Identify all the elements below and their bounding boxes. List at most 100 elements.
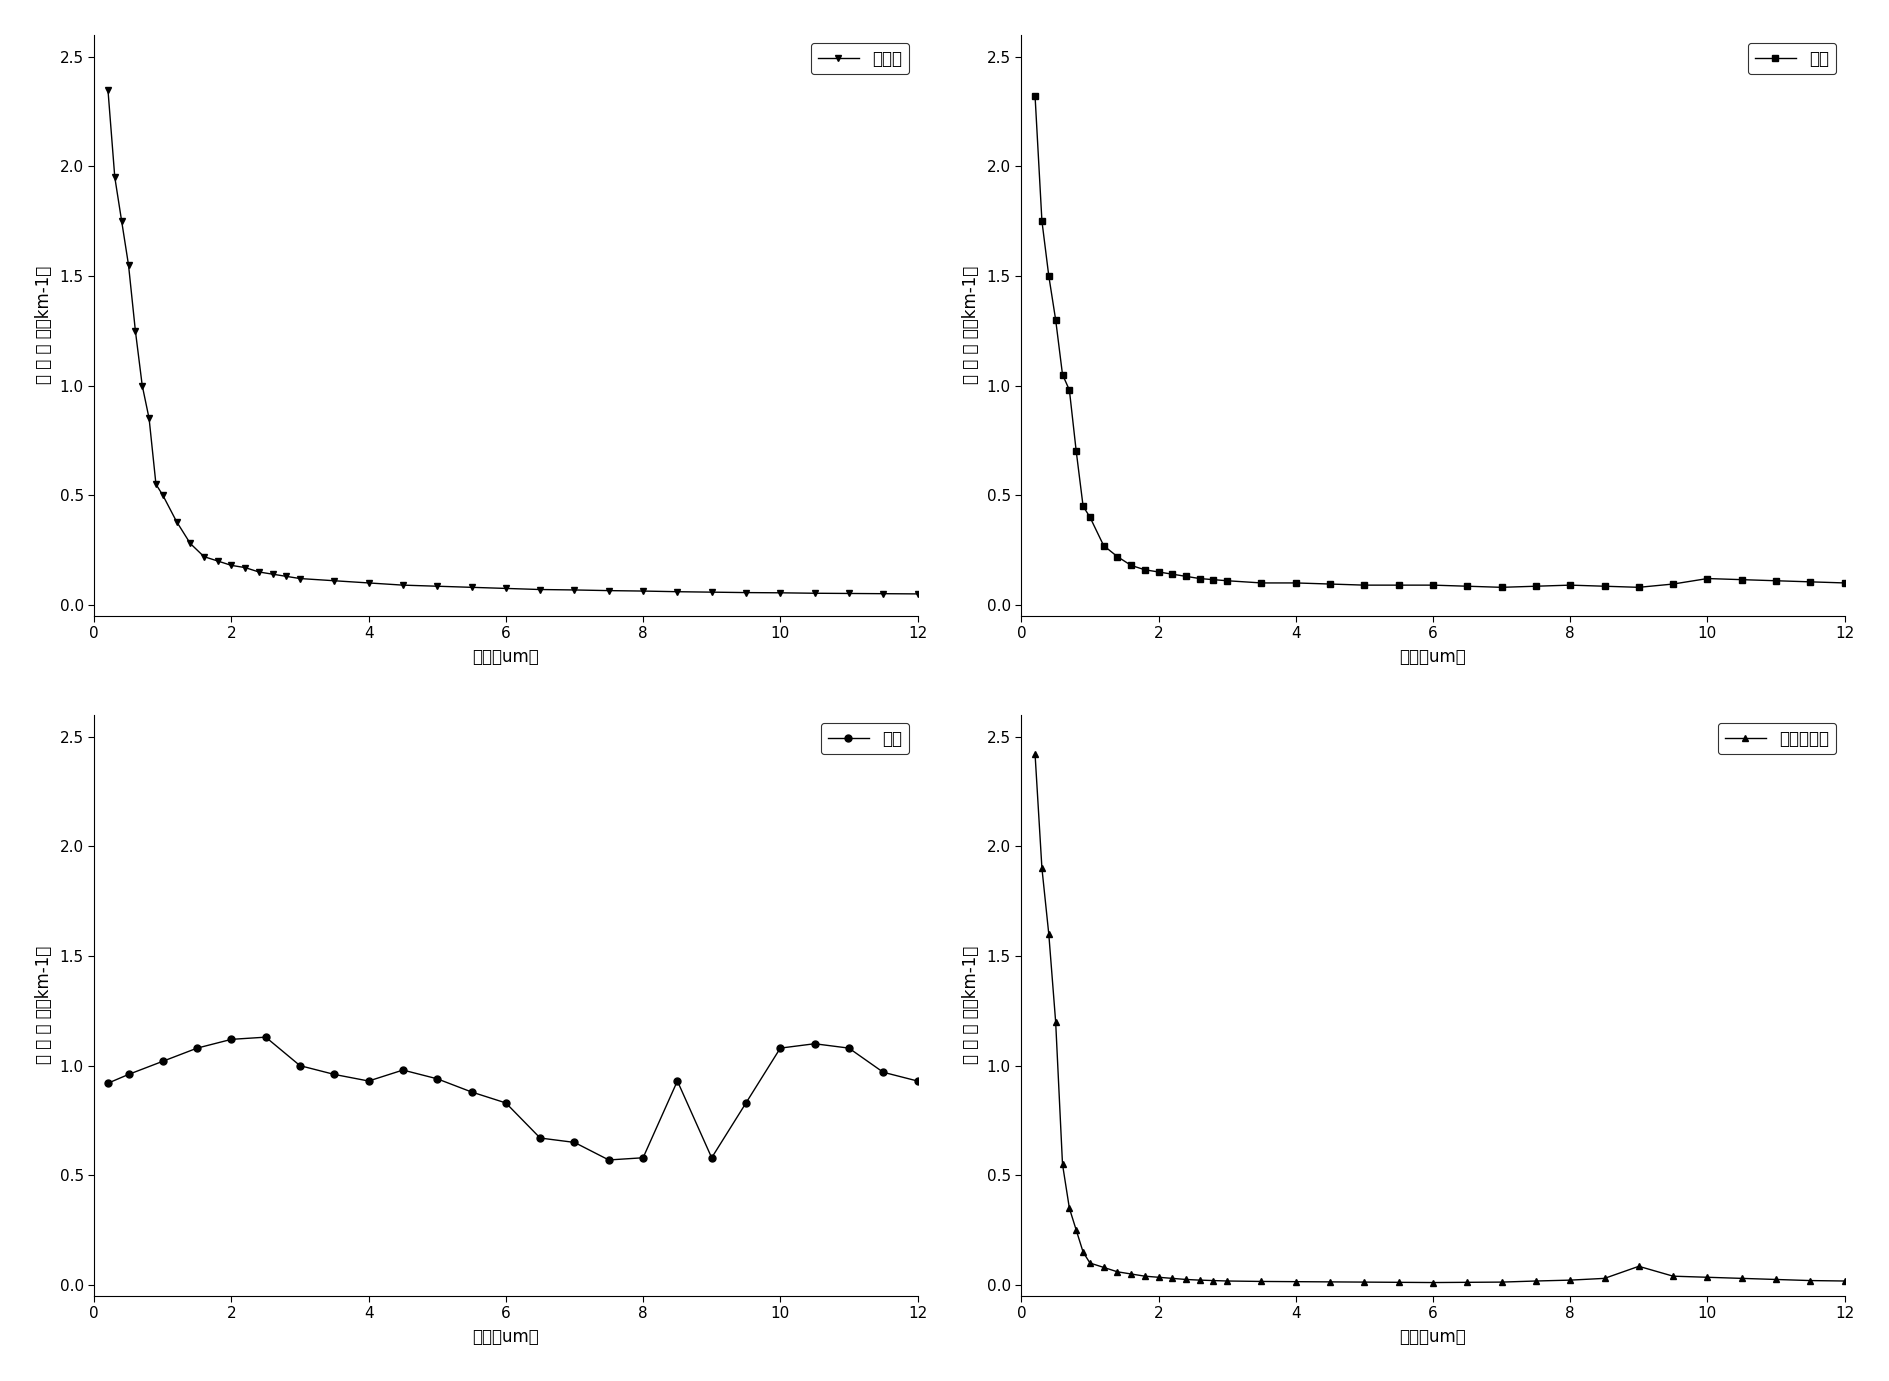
煮烟型 — [151, 487, 174, 504]
煮烟型 — [425, 577, 448, 594]
全部 — [1024, 88, 1047, 105]
水溶性粒子 — [1037, 925, 1060, 942]
煮烟型 — [96, 81, 119, 98]
煮烟型 — [117, 257, 140, 273]
全部 — [1696, 570, 1719, 587]
水溶性粒子 — [1071, 1244, 1094, 1261]
全部 — [1834, 574, 1857, 591]
全部 — [1798, 573, 1821, 590]
全部 — [1319, 576, 1341, 592]
煮烟型 — [104, 168, 127, 185]
煮烟型 — [130, 377, 153, 394]
煮烟型 — [138, 410, 161, 427]
煮烟型 — [597, 583, 620, 599]
全部 — [1558, 577, 1581, 594]
Y-axis label: 消 光 系 数（km-1）: 消 光 系 数（km-1） — [34, 267, 53, 384]
粗尘 — [529, 1130, 552, 1146]
全部 — [1592, 577, 1615, 594]
煮烟型 — [193, 548, 215, 565]
水溶性粒子 — [1147, 1269, 1169, 1286]
Y-axis label: 消 光 系 数（km-1）: 消 光 系 数（km-1） — [34, 946, 53, 1065]
全部 — [1456, 577, 1479, 594]
Y-axis label: 消 光 系 数（km-1）: 消 光 系 数（km-1） — [962, 267, 980, 384]
水溶性粒子 — [1045, 1014, 1067, 1030]
粗尘 — [873, 1063, 895, 1080]
水溶性粒子 — [1696, 1269, 1719, 1286]
全部 — [1147, 563, 1169, 580]
煮烟型 — [769, 584, 791, 601]
水溶性粒子 — [1798, 1272, 1821, 1288]
水溶性粒子 — [1319, 1273, 1341, 1290]
粗尘 — [907, 1073, 929, 1090]
粗尘 — [631, 1149, 654, 1166]
水溶性粒子 — [1188, 1272, 1211, 1288]
水溶性粒子 — [1524, 1273, 1547, 1290]
水溶性粒子 — [1050, 1156, 1073, 1172]
粗尘 — [391, 1062, 414, 1079]
全部 — [1107, 548, 1130, 565]
水溶性粒子 — [1490, 1273, 1513, 1290]
煮烟型 — [667, 583, 689, 599]
煮烟型 — [323, 573, 346, 590]
粗尘 — [597, 1152, 620, 1168]
全部 — [1071, 499, 1094, 515]
煮烟型 — [357, 574, 380, 591]
水溶性粒子 — [1592, 1271, 1615, 1287]
煮烟型 — [289, 570, 312, 587]
水溶性粒子 — [1422, 1275, 1445, 1291]
粗尘 — [667, 1073, 689, 1090]
粗尘 — [323, 1066, 346, 1083]
粗尘 — [357, 1073, 380, 1090]
全部 — [1251, 574, 1273, 591]
全部 — [1490, 579, 1513, 595]
Line: 粗尘: 粗尘 — [104, 1034, 922, 1163]
水溶性粒子 — [1201, 1272, 1224, 1288]
全部 — [1079, 508, 1101, 525]
煮烟型 — [221, 557, 244, 573]
全部 — [1162, 566, 1184, 583]
全部 — [1058, 381, 1081, 398]
全部 — [1524, 577, 1547, 594]
Legend: 水溶性粒子: 水溶性粒子 — [1717, 724, 1836, 754]
全部 — [1201, 572, 1224, 588]
水溶性粒子 — [1834, 1273, 1857, 1290]
粗尘 — [769, 1040, 791, 1056]
煮烟型 — [164, 514, 187, 530]
水溶性粒子 — [1628, 1258, 1651, 1275]
全部 — [1065, 443, 1088, 460]
煮烟型 — [631, 583, 654, 599]
全部 — [1730, 572, 1753, 588]
煮烟型 — [495, 580, 518, 597]
全部 — [1285, 574, 1307, 591]
粗尘 — [563, 1134, 586, 1150]
煮烟型 — [563, 581, 586, 598]
Line: 水溶性粒子: 水溶性粒子 — [1031, 751, 1847, 1286]
Legend: 煮烟型: 煮烟型 — [810, 43, 909, 75]
水溶性粒子 — [1217, 1273, 1239, 1290]
X-axis label: 波长（um）: 波长（um） — [472, 1329, 538, 1346]
煮烟型 — [179, 536, 202, 552]
全部 — [1628, 579, 1651, 595]
粗尘 — [425, 1070, 448, 1087]
煮烟型 — [529, 581, 552, 598]
煮烟型 — [461, 579, 484, 595]
水溶性粒子 — [1251, 1273, 1273, 1290]
Y-axis label: 消 光 系 数（km-1）: 消 光 系 数（km-1） — [962, 946, 980, 1065]
全部 — [1217, 573, 1239, 590]
水溶性粒子 — [1162, 1271, 1184, 1287]
水溶性粒子 — [1107, 1264, 1130, 1280]
水溶性粒子 — [1456, 1275, 1479, 1291]
煮烟型 — [125, 323, 147, 340]
水溶性粒子 — [1024, 746, 1047, 762]
水溶性粒子 — [1764, 1271, 1787, 1287]
水溶性粒子 — [1065, 1222, 1088, 1239]
全部 — [1764, 573, 1787, 590]
煮烟型 — [276, 568, 298, 584]
煮烟型 — [391, 577, 414, 594]
全部 — [1353, 577, 1375, 594]
Line: 全部: 全部 — [1031, 93, 1847, 591]
粗尘 — [96, 1074, 119, 1091]
水溶性粒子 — [1353, 1273, 1375, 1290]
全部 — [1175, 568, 1198, 584]
煮烟型 — [701, 584, 723, 601]
